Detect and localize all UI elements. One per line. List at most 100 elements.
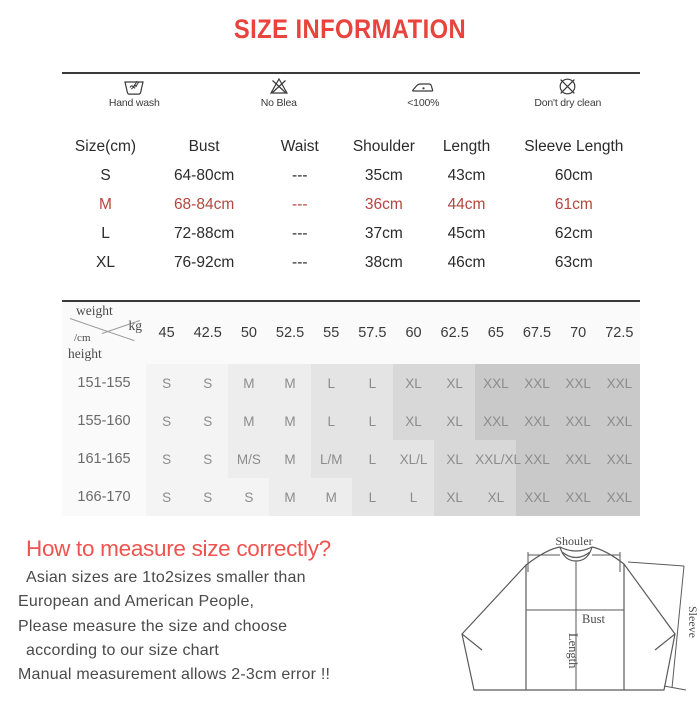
grid-size-cell: XXL xyxy=(516,402,558,440)
note-line: according to our size chart xyxy=(26,641,220,659)
grid-size-cell: XL xyxy=(434,402,476,440)
table-cell: S xyxy=(100,166,111,184)
grid-weight-header: 62.5 xyxy=(434,301,476,364)
grid-size-cell: XXL xyxy=(516,478,558,516)
column-header: Length xyxy=(442,137,491,155)
grid-height-label: 166-170 xyxy=(62,478,146,516)
note-line: Please measure the size and choose xyxy=(18,617,288,635)
grid-size-cell: S xyxy=(146,478,188,516)
grid-size-cell: XXL/XL xyxy=(475,440,521,478)
size-specification-table: Size(cm) Bust Waist Shoulder Length Sleeve Le… xyxy=(62,132,642,277)
table-cell: XL xyxy=(96,253,115,271)
grid-size-cell: S xyxy=(146,440,188,478)
corner-label-cm: /cm xyxy=(74,332,91,344)
table-cell: 36cm xyxy=(364,195,403,213)
grid-size-cell: L/M xyxy=(310,440,352,478)
table-cell: --- xyxy=(292,224,308,242)
table-cell: 63cm xyxy=(554,253,593,271)
grid-size-cell: L xyxy=(392,478,435,516)
table-cell: 37cm xyxy=(364,224,403,242)
table-cell: 38cm xyxy=(364,253,403,271)
grid-weight-header: 60 xyxy=(392,301,435,364)
table-cell: 62cm xyxy=(554,224,593,242)
no-dry-clean-icon xyxy=(558,77,577,96)
grid-size-cell: XXL xyxy=(557,402,599,440)
care-item-hand-wash: Hand wash xyxy=(62,74,207,114)
grid-weight-header: 70 xyxy=(557,301,599,364)
no-bleach-icon xyxy=(269,77,289,96)
corner-label-weight: weight xyxy=(76,303,113,318)
column-header: Waist xyxy=(280,137,319,155)
grid-row: 151-155 S S M M L L XL XL XXL XXL XXL XXL xyxy=(62,364,640,402)
care-item-iron: <100% xyxy=(351,74,496,114)
table-cell: 44cm xyxy=(447,195,486,213)
care-item-no-dry-clean: Don't dry clean xyxy=(496,74,641,114)
grid-weight-header: 45 xyxy=(146,301,188,364)
table-row: XL 76-92cm --- 38cm 46cm 63cm xyxy=(62,248,642,277)
table-cell: L xyxy=(101,224,110,242)
table-cell: 46cm xyxy=(447,253,486,271)
table-header-row: Size(cm) Bust Waist Shoulder Length Sleeve Le… xyxy=(62,132,642,161)
grid-size-cell: S xyxy=(187,478,229,516)
grid-size-cell: XL xyxy=(392,402,435,440)
note-line: Asian sizes are 1to2sizes smaller than xyxy=(26,569,306,586)
grid-size-cell: XXL xyxy=(557,440,599,478)
grid-weight-header: 67.5 xyxy=(516,301,558,364)
grid-size-cell: M xyxy=(269,364,311,402)
garment-measurement-diagram: Shouler Sleeve Bust Length xyxy=(452,530,700,700)
column-header: Bust xyxy=(188,137,220,155)
care-item-no-bleach: No Blea xyxy=(207,74,352,114)
grid-size-cell: XXL xyxy=(475,364,517,402)
grid-size-cell: S xyxy=(187,440,229,478)
iron-low-icon xyxy=(410,77,436,96)
grid-size-cell: XXL xyxy=(516,364,558,402)
grid-size-cell: M xyxy=(269,440,311,478)
grid-weight-header: 57.5 xyxy=(351,301,393,364)
grid-weight-header: 50 xyxy=(228,301,270,364)
grid-size-cell: S xyxy=(228,478,270,516)
grid-weight-header: 65 xyxy=(475,301,517,364)
grid-size-cell: XL xyxy=(434,478,476,516)
column-header: Sleeve Length xyxy=(524,137,624,155)
grid-size-cell: S xyxy=(146,402,188,440)
grid-height-label: 151-155 xyxy=(62,364,146,402)
table-cell: 35cm xyxy=(364,166,403,184)
table-cell: --- xyxy=(292,166,308,184)
grid-header-row: weight kg/cm height 45 42.5 50 52.5 55 57.5 60 62.… xyxy=(62,301,640,364)
grid-size-cell: XXL xyxy=(516,440,558,478)
grid-size-cell: M xyxy=(228,402,270,440)
note-title: How to measure size correctly? xyxy=(26,536,331,561)
table-cell: 64-80cm xyxy=(173,166,235,184)
grid-height-label: 155-160 xyxy=(62,402,146,440)
grid-size-cell: M xyxy=(269,478,311,516)
table-cell: --- xyxy=(292,253,308,271)
grid-size-cell: XXL xyxy=(598,440,640,478)
grid-size-cell: XL/L xyxy=(392,440,435,478)
grid-size-cell: L xyxy=(351,402,393,440)
grid-weight-header: 55 xyxy=(310,301,352,364)
table-cell: 76-92cm xyxy=(173,253,235,271)
table-cell: 60cm xyxy=(554,166,593,184)
table-row: L 72-88cm --- 37cm 45cm 62cm xyxy=(62,219,642,248)
grid-size-cell: L xyxy=(351,478,393,516)
column-header: Size(cm) xyxy=(74,137,137,155)
table-row: M 68-84cm --- 36cm 44cm 61cm xyxy=(62,190,642,219)
weight-height-size-grid: weight kg/cm height 45 42.5 50 52.5 55 57.5 60 62.… xyxy=(62,300,640,516)
grid-size-cell: M xyxy=(310,478,352,516)
grid-row: 161-165 S S M/S M L/M L XL/L XL XXL/XL XXL XXL XXL xyxy=(62,440,640,478)
grid-row: 166-170 S S S M M L L XL XL XXL XXL XXL xyxy=(62,478,640,516)
grid-size-cell: L xyxy=(310,364,352,402)
garment-label-length: Length xyxy=(566,633,580,669)
care-symbol-bar: Hand wash No Blea <100% Don't dry clean xyxy=(62,72,640,114)
grid-height-label: 161-165 xyxy=(62,440,146,478)
garment-label-sleeve: Sleeve xyxy=(686,606,700,638)
table-cell: 45cm xyxy=(447,224,486,242)
table-cell: --- xyxy=(292,195,308,213)
grid-weight-header: 42.5 xyxy=(187,301,229,364)
grid-size-cell: M xyxy=(228,364,270,402)
measurement-note: How to measure size correctly? Asian siz… xyxy=(18,536,448,688)
grid-size-cell: XXL xyxy=(557,364,599,402)
grid-size-cell: L xyxy=(351,440,393,478)
grid-size-cell: S xyxy=(187,402,229,440)
table-cell: 61cm xyxy=(554,195,593,213)
